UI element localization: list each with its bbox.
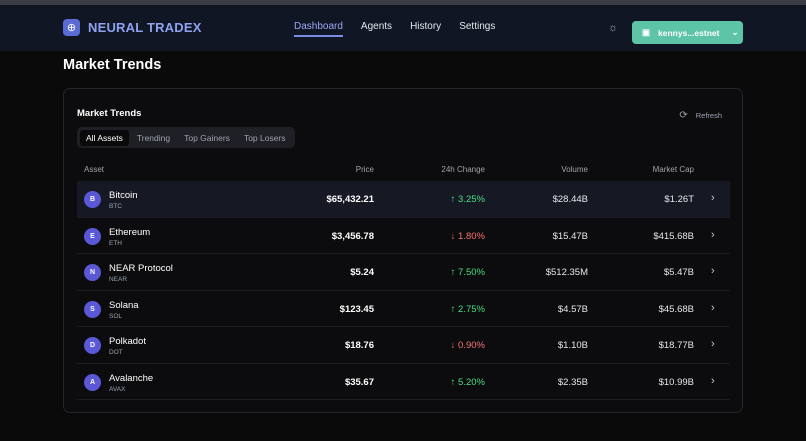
logo[interactable]: ⊕ NEURAL TRADEX — [63, 19, 202, 36]
refresh-icon: ⟳ — [679, 110, 688, 121]
nav-history[interactable]: History — [410, 21, 442, 32]
asset-name: Avalanche — [109, 372, 154, 384]
asset-price: $5.24 — [350, 267, 374, 278]
asset-market-cap: $18.77B — [658, 340, 694, 351]
asset-price: $35.67 — [344, 376, 374, 388]
col-volume: Volume — [561, 165, 588, 174]
market-trends-card: Market Trends ⟳ Refresh All Assets Trend… — [63, 88, 743, 413]
chevron-right-icon[interactable]: › — [711, 265, 715, 277]
sun-icon[interactable]: ☼ — [608, 22, 619, 34]
top-strip — [0, 0, 806, 5]
asset-change: ↑ 2.75% — [450, 303, 485, 315]
table-body: B Bitcoin BTC $65,432.21 ↑ 3.25% $28.44B… — [77, 181, 730, 400]
chevron-right-icon[interactable]: › — [711, 374, 715, 387]
nav-agents[interactable]: Agents — [360, 21, 393, 32]
asset-symbol: SOL — [109, 312, 123, 320]
asset-change: ↓ 1.80% — [450, 230, 485, 242]
asset-market-cap: $45.68B — [658, 303, 694, 315]
col-asset: Asset — [84, 165, 105, 174]
table-row[interactable]: E Ethereum ETH $3,456.78 ↓ 1.80% $15.47B… — [77, 218, 730, 254]
asset-symbol: DOT — [109, 349, 123, 356]
asset-symbol: NEAR — [109, 276, 128, 283]
asset-name: NEAR Protocol — [109, 263, 173, 274]
asset-name: Bitcoin — [109, 190, 138, 201]
asset-avatar: A — [84, 373, 101, 391]
page-title: Market Trends — [63, 57, 162, 73]
asset-avatar: B — [84, 191, 101, 208]
chevron-right-icon[interactable]: › — [711, 338, 715, 350]
asset-avatar: N — [84, 264, 101, 281]
tab-top-losers[interactable]: Top Losers — [243, 132, 286, 143]
refresh-button[interactable]: ⟳ Refresh — [679, 110, 722, 121]
asset-price: $65,432.21 — [326, 194, 374, 205]
asset-change: ↑ 3.25% — [450, 194, 485, 205]
chevron-right-icon[interactable]: › — [711, 301, 715, 314]
main-nav: Dashboard Agents History Settings — [294, 21, 495, 37]
wallet-label: kennys...estnet — [658, 27, 720, 38]
col-change: 24h Change — [441, 165, 485, 174]
filter-tabs: All Assets Trending Top Gainers Top Lose… — [77, 127, 295, 148]
asset-volume: $2.35B — [557, 376, 588, 388]
nav-settings[interactable]: Settings — [459, 21, 496, 32]
tab-trending[interactable]: Trending — [136, 132, 171, 143]
table-row[interactable]: S Solana SOL $123.45 ↑ 2.75% $4.57B $45.… — [77, 291, 730, 327]
asset-volume: $1.10B — [557, 340, 588, 351]
asset-market-cap: $5.47B — [663, 267, 694, 278]
asset-name: Ethereum — [109, 226, 151, 238]
table-row[interactable]: D Polkadot DOT $18.76 ↓ 0.90% $1.10B $18… — [77, 327, 730, 364]
tab-all-assets[interactable]: All Assets — [80, 129, 129, 146]
asset-change: ↑ 5.20% — [450, 376, 485, 388]
asset-price: $18.76 — [344, 340, 374, 351]
asset-market-cap: $415.68B — [653, 230, 694, 242]
brain-icon: ⊕ — [63, 19, 80, 36]
asset-market-cap: $10.99B — [658, 376, 694, 388]
nav-dashboard[interactable]: Dashboard — [294, 21, 343, 37]
col-price: Price — [355, 165, 374, 174]
table-row[interactable]: B Bitcoin BTC $65,432.21 ↑ 3.25% $28.44B… — [77, 181, 730, 218]
asset-avatar: E — [84, 227, 101, 245]
asset-name: Solana — [109, 299, 139, 311]
asset-symbol: AVAX — [109, 385, 126, 393]
wallet-icon: ▣ — [642, 27, 651, 37]
asset-name: Polkadot — [109, 336, 146, 347]
wallet-button[interactable]: ▣ kennys...estnet ⌄ — [632, 21, 743, 44]
tab-top-gainers[interactable]: Top Gainers — [184, 132, 230, 143]
asset-change: ↓ 0.90% — [450, 340, 485, 351]
asset-symbol: ETH — [109, 239, 122, 247]
card-title: Market Trends — [77, 108, 142, 119]
asset-market-cap: $1.26T — [664, 194, 694, 205]
asset-change: ↑ 7.50% — [450, 267, 485, 278]
asset-volume: $4.57B — [557, 303, 588, 315]
header: ⊕ NEURAL TRADEX Dashboard Agents History… — [0, 5, 806, 51]
asset-avatar: D — [84, 337, 101, 354]
asset-price: $3,456.78 — [331, 230, 374, 242]
table-row[interactable]: A Avalanche AVAX $35.67 ↑ 5.20% $2.35B $… — [77, 364, 730, 400]
table-header: Asset Price 24h Change Volume Market Cap — [77, 165, 730, 177]
col-market-cap: Market Cap — [652, 165, 694, 174]
refresh-label: Refresh — [695, 111, 722, 120]
chevron-right-icon[interactable]: › — [711, 192, 715, 204]
asset-volume: $28.44B — [552, 194, 588, 205]
asset-price: $123.45 — [339, 303, 374, 315]
table-row[interactable]: N NEAR Protocol NEAR $5.24 ↑ 7.50% $512.… — [77, 254, 730, 291]
asset-volume: $15.47B — [552, 230, 588, 242]
chevron-right-icon[interactable]: › — [711, 228, 715, 241]
asset-volume: $512.35M — [545, 267, 588, 278]
app-name: NEURAL TRADEX — [88, 20, 202, 35]
chevron-down-icon: ⌄ — [731, 27, 739, 37]
asset-symbol: BTC — [109, 203, 122, 210]
asset-avatar: S — [84, 300, 101, 318]
